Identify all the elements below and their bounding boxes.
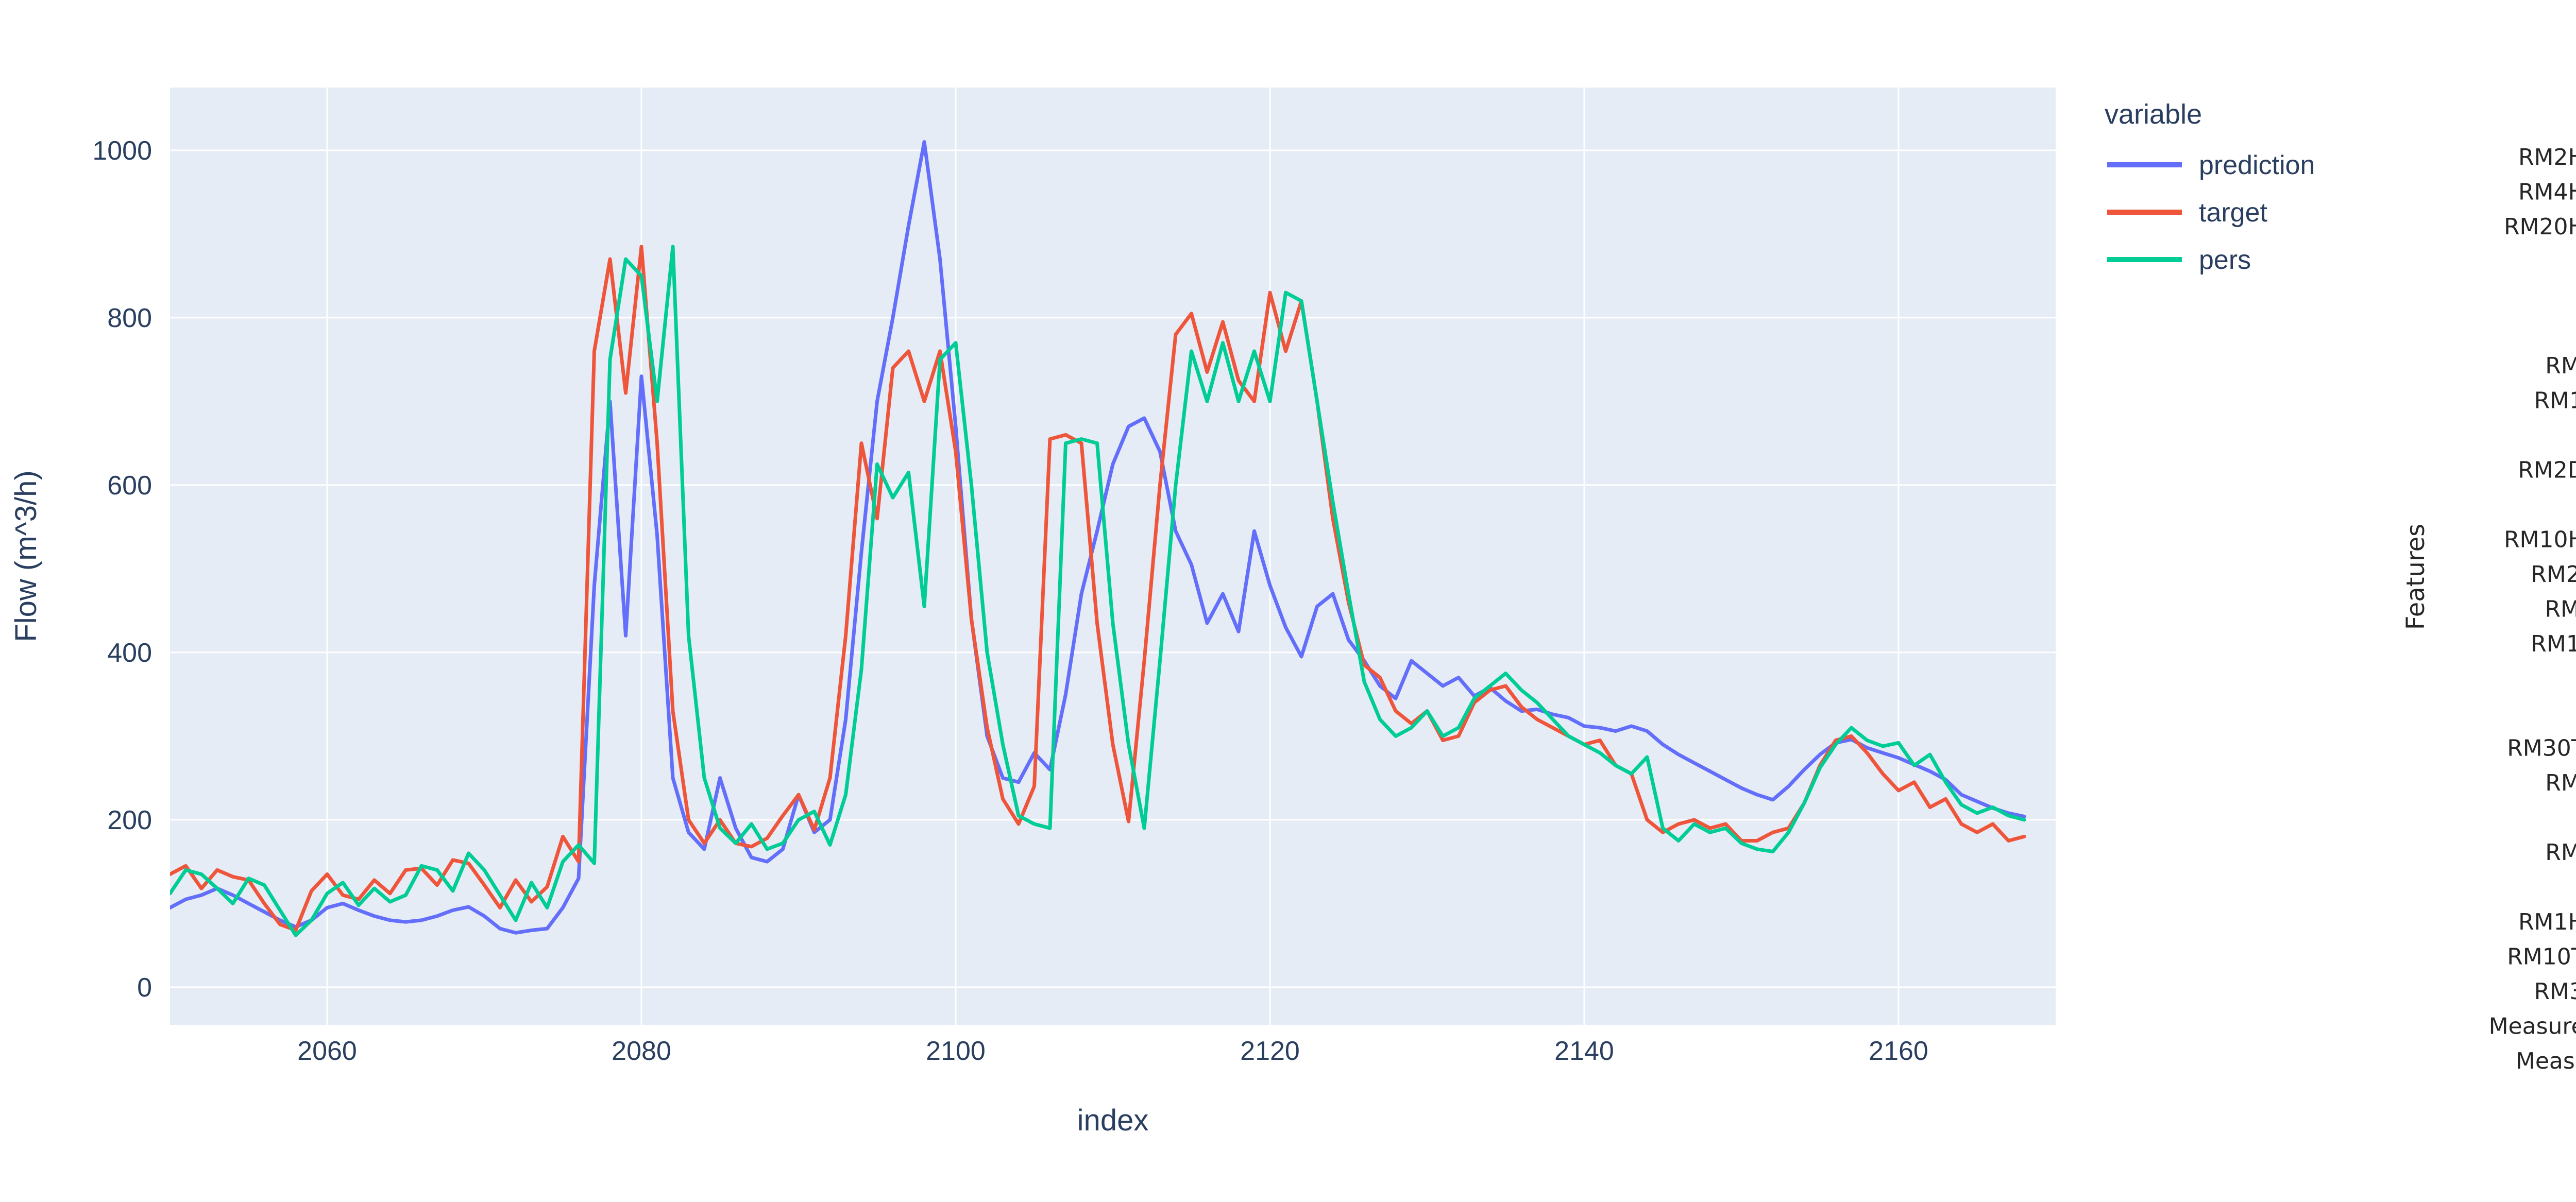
x-tick-label: 2100	[926, 1036, 986, 1066]
feature-label: RM2D_MONTAGNE	[2545, 596, 2576, 623]
feature-label: RM1H_MONTAGNE	[2545, 839, 2576, 866]
feature-label: RM2H_SANLORENZO	[2518, 144, 2576, 170]
legend-item-pers[interactable]: pers	[2107, 245, 2251, 275]
x-tick-label: 2140	[1554, 1036, 1614, 1066]
feature-label: RM2H_MONTAGNE	[2545, 770, 2576, 796]
flow-line-chart[interactable]: 2060 2080 2100 2120 2140 2160 0 200 400 600 800 100…	[0, 0, 2370, 1202]
y-axis-title: Features	[2401, 524, 2430, 630]
feature-label: RM10H_SANLORENZO	[2504, 527, 2576, 553]
feature-label: RM4H_SANLORENZO	[2518, 179, 2576, 205]
feature-label: RM20H_SANLORENZO	[2504, 214, 2576, 240]
plot-area[interactable]	[170, 88, 2056, 1025]
legend-title: variable	[2105, 99, 2202, 130]
y-tick-label: 0	[137, 973, 152, 1003]
legend-label: prediction	[2199, 150, 2315, 180]
feature-label: Measure_SANLORENZO	[2489, 1014, 2576, 1040]
feature-label: RM30T_MONTAGNE	[2534, 978, 2576, 1005]
y-tick-label: 200	[107, 805, 152, 835]
feature-label: RM30T_SANLORENZO	[2507, 735, 2576, 762]
x-tick-label: 2160	[1869, 1036, 1928, 1066]
feature-label: RM10T_SANLORENZO	[2507, 944, 2576, 970]
feature-importance-chart: 26346.0RM2D12319.0hour8728.0RM2H_SANLORE…	[2370, 0, 2576, 1202]
x-tick-label: 2120	[1240, 1036, 1300, 1066]
x-tick-label: 2060	[297, 1036, 357, 1066]
y-tick-label: 400	[107, 638, 152, 668]
feature-label: RM1H_SANLORENZO	[2518, 909, 2576, 935]
legend-item-prediction[interactable]: prediction	[2107, 150, 2315, 180]
y-tick-label: 1000	[92, 136, 152, 166]
series-line-prediction[interactable]	[170, 140, 2026, 935]
feature-label: RM10T_MONTAGNE	[2534, 388, 2576, 414]
legend-item-target[interactable]: target	[2107, 198, 2268, 228]
y-tick-label: 800	[107, 303, 152, 333]
feature-label: RM2D_SANLORENZO	[2518, 457, 2576, 484]
legend-label: target	[2199, 198, 2268, 228]
grid-lines	[170, 88, 2056, 1025]
feature-label: Measure_MONTAGNE	[2516, 1048, 2576, 1074]
feature-label: RM4H_MONTAGNE	[2545, 353, 2576, 379]
series-line-target[interactable]	[170, 245, 2026, 932]
feature-label: RM20H_MONTAGNE	[2531, 561, 2576, 588]
y-axis-title: Flow (m^3/h)	[9, 470, 43, 642]
feature-label: RM10H_MONTAGNE	[2531, 631, 2576, 657]
legend-label: pers	[2199, 245, 2251, 275]
bars: 26346.0RM2D12319.0hour8728.0RM2H_SANLORE…	[2489, 144, 2576, 1074]
y-tick-label: 600	[107, 471, 152, 501]
series-line-pers[interactable]	[170, 245, 2026, 937]
series-lines	[170, 140, 2026, 937]
legend: variable prediction target pers	[2105, 99, 2315, 275]
x-tick-label: 2080	[612, 1036, 671, 1066]
x-axis-title: index	[1077, 1104, 1149, 1137]
